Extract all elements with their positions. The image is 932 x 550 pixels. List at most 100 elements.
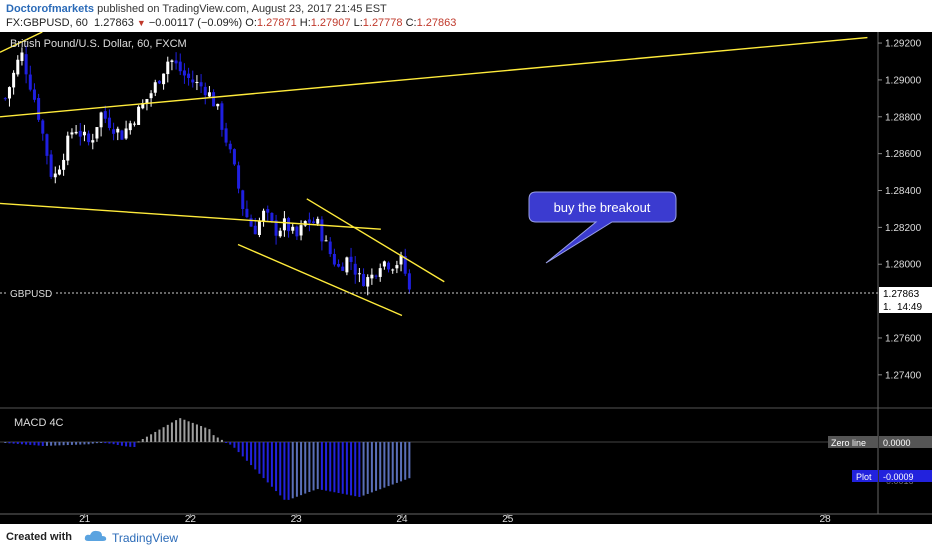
- candle-body: [266, 209, 270, 213]
- plot-label: Plot: [856, 472, 872, 482]
- annotation-callout[interactable]: buy the breakout: [528, 191, 677, 264]
- macd-bar: [179, 418, 182, 442]
- candle-body: [374, 275, 378, 277]
- callout-text: buy the breakout: [554, 200, 651, 215]
- plot-value: -0.0009: [883, 472, 914, 482]
- y-tick-label: 1.28400: [885, 186, 922, 197]
- candle-body: [370, 274, 374, 279]
- close-label: C:: [405, 17, 417, 29]
- macd-bar: [370, 442, 373, 493]
- macd-bar: [116, 442, 119, 445]
- candle-body: [237, 165, 241, 189]
- x-tick-label: 21: [79, 514, 91, 524]
- tradingview-link[interactable]: TradingView: [112, 531, 179, 545]
- candle-body: [145, 99, 149, 104]
- candle-body: [270, 212, 274, 222]
- macd-bar: [54, 442, 57, 446]
- macd-layer: [0, 418, 878, 500]
- macd-bar: [37, 442, 40, 446]
- macd-bar: [45, 442, 48, 446]
- macd-bar: [200, 426, 203, 442]
- macd-bar: [33, 442, 36, 446]
- macd-label: MACD 4C: [14, 417, 64, 429]
- candle-body: [24, 54, 28, 75]
- macd-bar: [245, 442, 248, 461]
- x-tick-label: 24: [396, 514, 408, 524]
- macd-bar: [304, 442, 307, 494]
- last-price: 1.27863: [94, 17, 134, 29]
- macd-bar: [120, 442, 123, 446]
- trendline-lower-support: [0, 202, 381, 230]
- price-axis[interactable]: 1.29200 1.29000 1.28800 1.28600 1.28400 1.282…: [878, 39, 922, 382]
- candle-body: [324, 240, 328, 242]
- trendlines-layer[interactable]: [0, 32, 868, 317]
- candle-body: [253, 225, 257, 235]
- author-link[interactable]: Doctorofmarkets: [6, 3, 95, 15]
- candle-body: [91, 140, 95, 143]
- macd-bar: [279, 442, 282, 496]
- candle-body: [395, 265, 399, 269]
- candle-body: [178, 61, 182, 72]
- x-tick-label: 22: [185, 514, 197, 524]
- candle-body: [257, 220, 261, 235]
- macd-bar: [100, 442, 103, 444]
- macd-bar: [404, 442, 407, 480]
- macd-bar: [66, 442, 69, 446]
- macd-bar: [112, 442, 115, 445]
- macd-bar: [375, 442, 378, 491]
- macd-bar: [358, 442, 361, 497]
- macd-bar: [325, 442, 328, 491]
- candle-body: [41, 120, 45, 134]
- macd-bar: [275, 442, 278, 492]
- macd-bar: [25, 442, 28, 445]
- macd-bar: [208, 429, 211, 442]
- candle-body: [166, 61, 170, 75]
- candle-body: [241, 190, 245, 210]
- macd-bar: [225, 442, 228, 443]
- candle-body: [232, 149, 236, 165]
- macd-bar: [366, 442, 369, 494]
- candle-body: [387, 262, 391, 270]
- macd-bar: [175, 420, 178, 442]
- macd-bar: [362, 442, 365, 496]
- macd-bar: [129, 442, 132, 447]
- macd-bar: [233, 442, 236, 448]
- macd-bar: [216, 437, 219, 442]
- macd-bar: [383, 442, 386, 488]
- macd-bar: [220, 439, 223, 442]
- time-axis[interactable]: 21 22 23 24 25 28: [79, 514, 831, 524]
- candle-body: [262, 210, 266, 221]
- macd-bar: [408, 442, 411, 479]
- candle-body: [345, 257, 349, 273]
- candle-body: [212, 92, 216, 107]
- publish-text: published on TradingView.com, August 23,…: [97, 3, 387, 15]
- macd-bar: [166, 424, 169, 442]
- macd-bar: [337, 442, 340, 494]
- candle-body: [149, 93, 153, 99]
- candle-body: [220, 103, 224, 130]
- macd-bar: [183, 419, 186, 442]
- high-value: 1.27907: [310, 17, 351, 29]
- candle-body: [66, 135, 70, 161]
- macd-bar: [241, 442, 244, 457]
- callout-shape: [528, 191, 677, 264]
- candle-body: [353, 263, 357, 275]
- macd-bar: [270, 442, 273, 487]
- candle-body: [78, 130, 82, 137]
- macd-bar: [4, 442, 7, 443]
- candle-body: [295, 226, 299, 237]
- symbol-tag: GBPUSD: [10, 289, 52, 300]
- candle-body: [391, 269, 395, 271]
- macd-bar: [329, 442, 332, 492]
- macd-bar: [400, 442, 403, 482]
- open-label: O:: [245, 17, 257, 29]
- candle-body: [278, 230, 282, 237]
- y-tick-label: 1.28600: [885, 149, 922, 160]
- zero-line-value: 0.0000: [883, 438, 911, 448]
- candle-body: [7, 87, 11, 99]
- candle-body: [303, 221, 307, 226]
- candle-body: [74, 131, 78, 134]
- price-chart[interactable]: 1.292001.290001.288001.286001.284001.282…: [0, 32, 932, 524]
- macd-bar: [350, 442, 353, 496]
- candle-body: [99, 112, 103, 128]
